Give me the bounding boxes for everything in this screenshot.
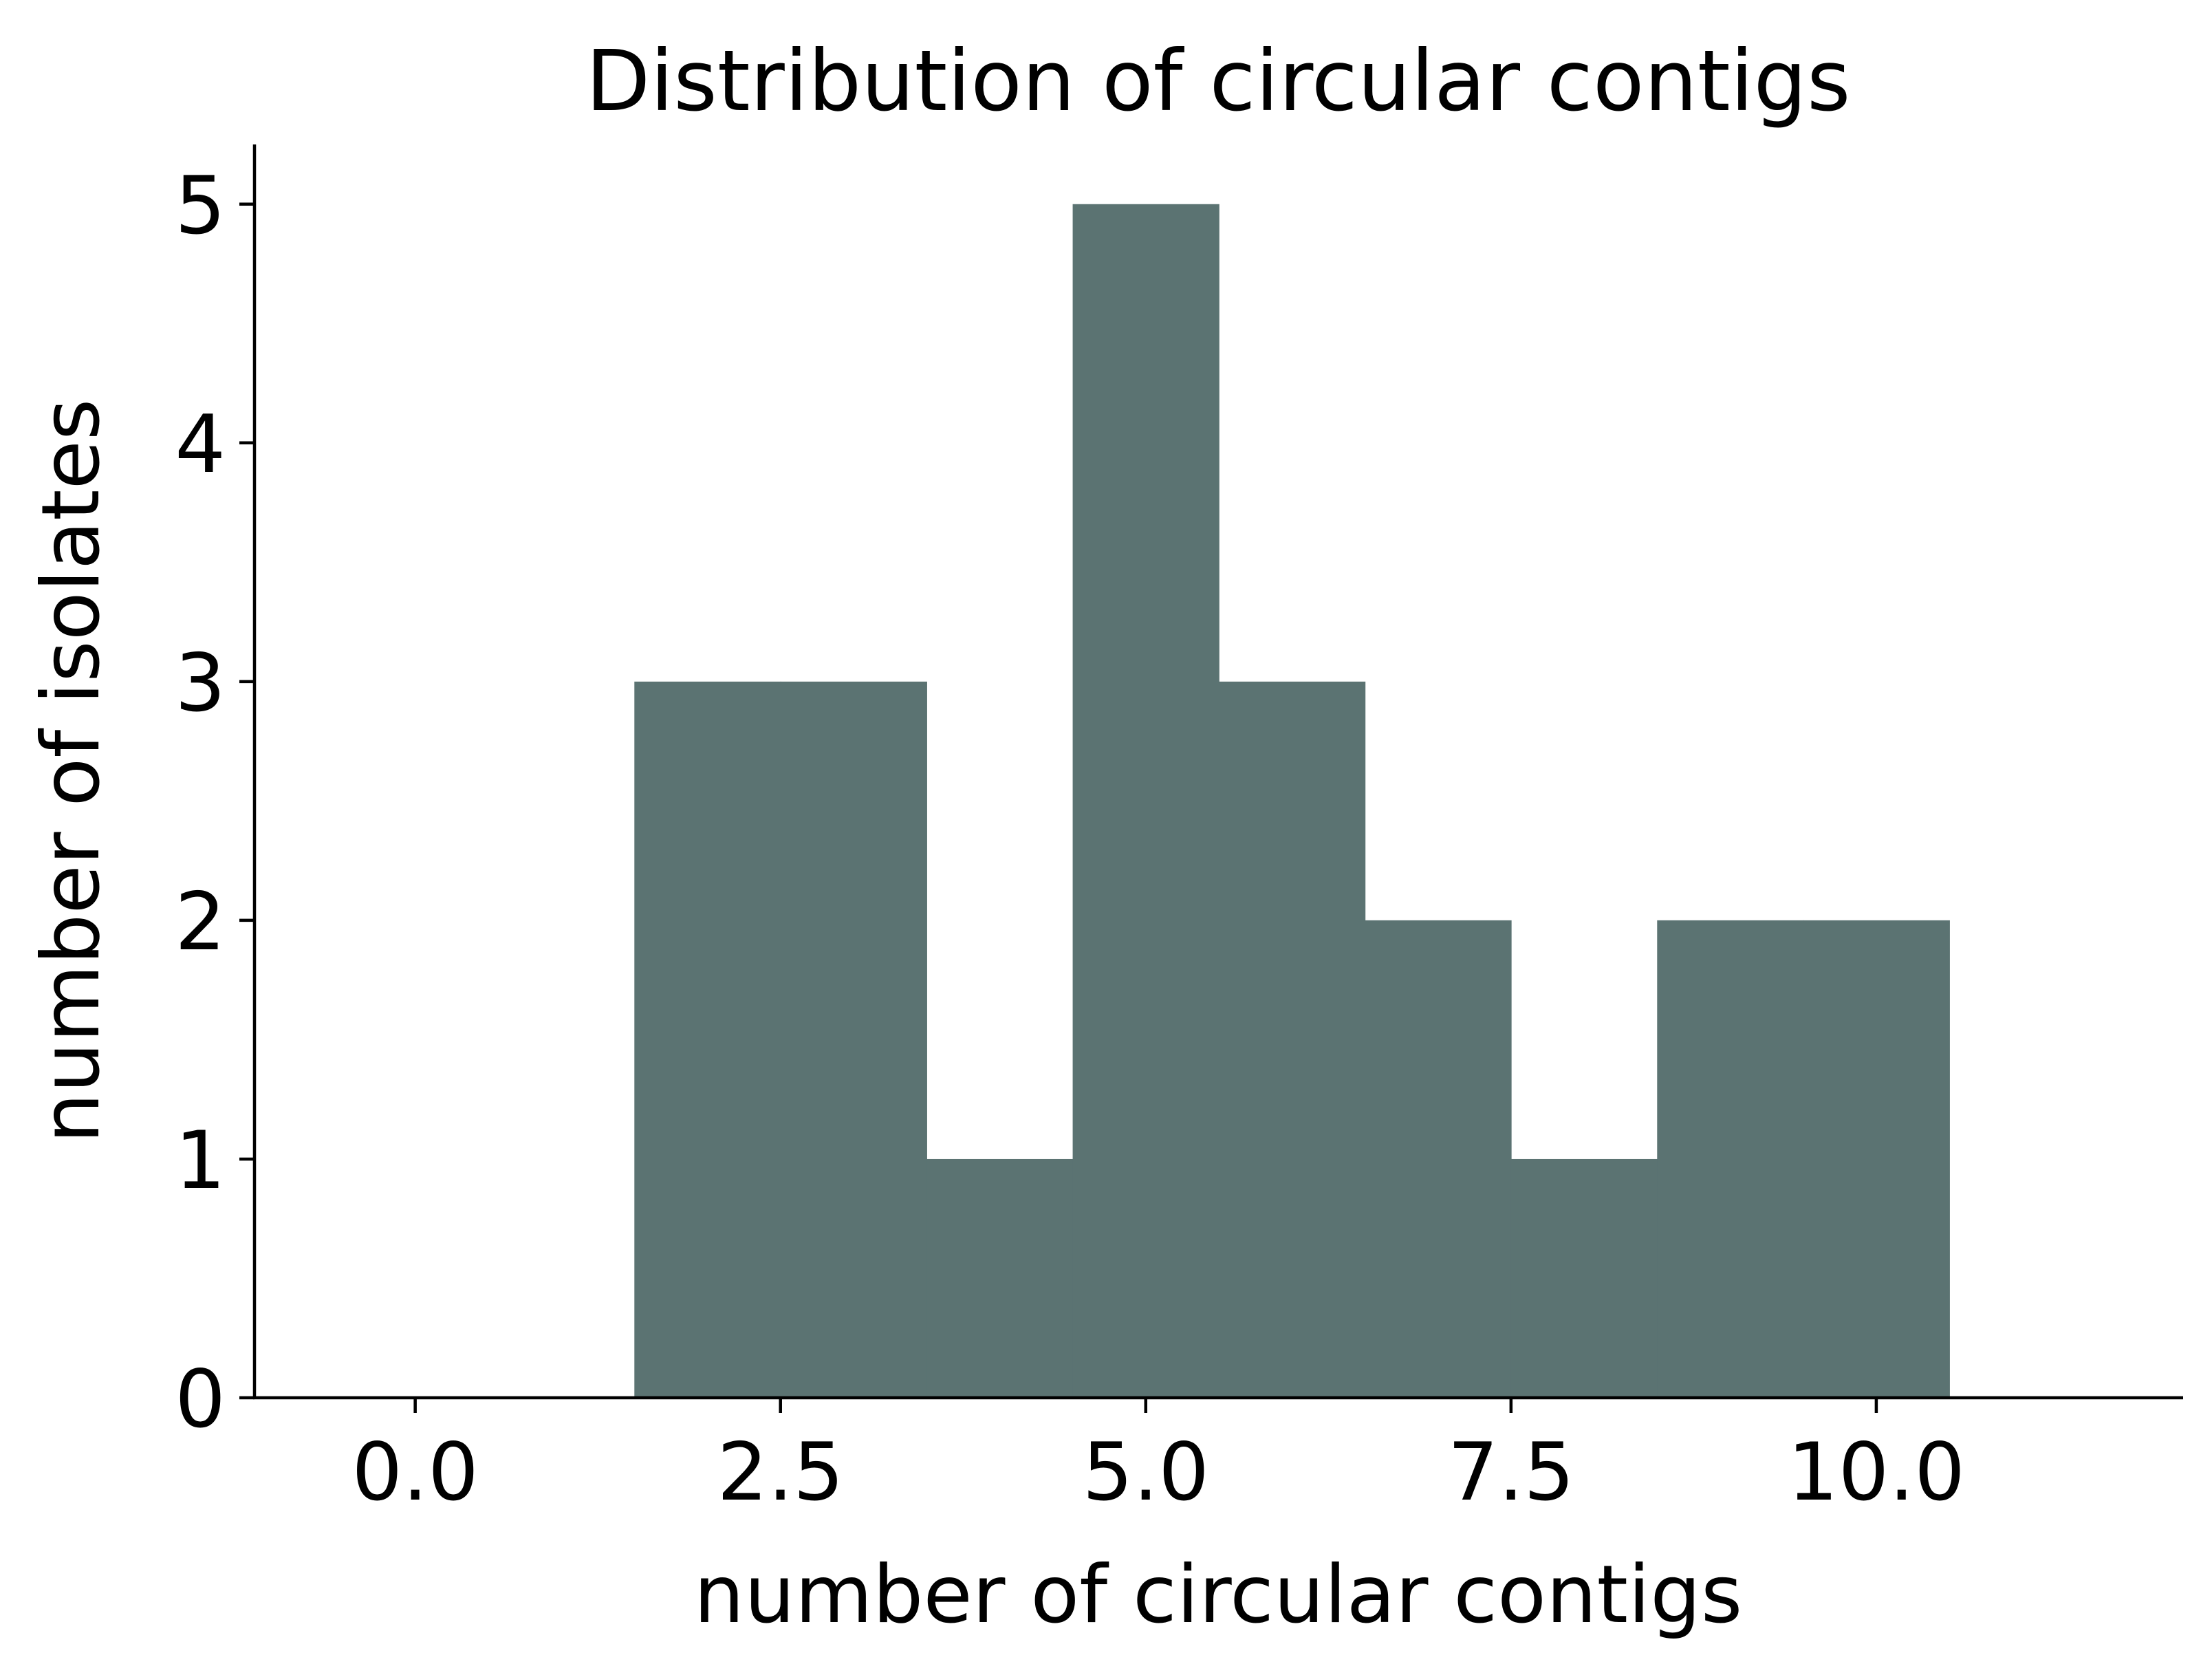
y-tick-label: 0 [175,1353,226,1446]
x-tick-label: 0.0 [351,1426,478,1519]
x-axis-ticks: 0.0 2.5 5.0 7.5 10.0 [351,1398,1965,1519]
histogram-bar-5 [1219,681,1366,1398]
y-tick-label: 3 [175,637,226,730]
histogram-bar-8 [1657,920,1804,1398]
histogram-bar-3 [926,1158,1074,1398]
x-tick-label: 7.5 [1448,1426,1574,1519]
y-axis-label: number of isolates [25,399,118,1144]
chart-title: Distribution of circular contigs [585,32,1850,130]
histogram-bars [634,204,1950,1398]
y-tick-label: 5 [175,160,226,252]
x-axis-label: number of circular contigs [694,1548,1743,1641]
x-tick-label: 5.0 [1083,1426,1209,1519]
y-tick-label: 2 [175,876,226,969]
x-tick-label: 10.0 [1788,1426,1965,1519]
histogram-bar-7 [1510,1158,1658,1398]
axes [252,144,2183,1400]
histogram-bar-4 [1072,204,1219,1398]
x-tick-label: 2.5 [717,1426,843,1519]
y-axis-ticks: 0 1 2 3 4 5 [175,160,254,1446]
histogram-bar-6 [1365,920,1512,1398]
y-tick-label: 1 [175,1114,226,1207]
histogram-bar-1 [634,681,781,1398]
histogram-bar-9 [1803,920,1950,1398]
y-tick-label: 4 [175,398,226,491]
histogram-bar-2 [780,681,927,1398]
